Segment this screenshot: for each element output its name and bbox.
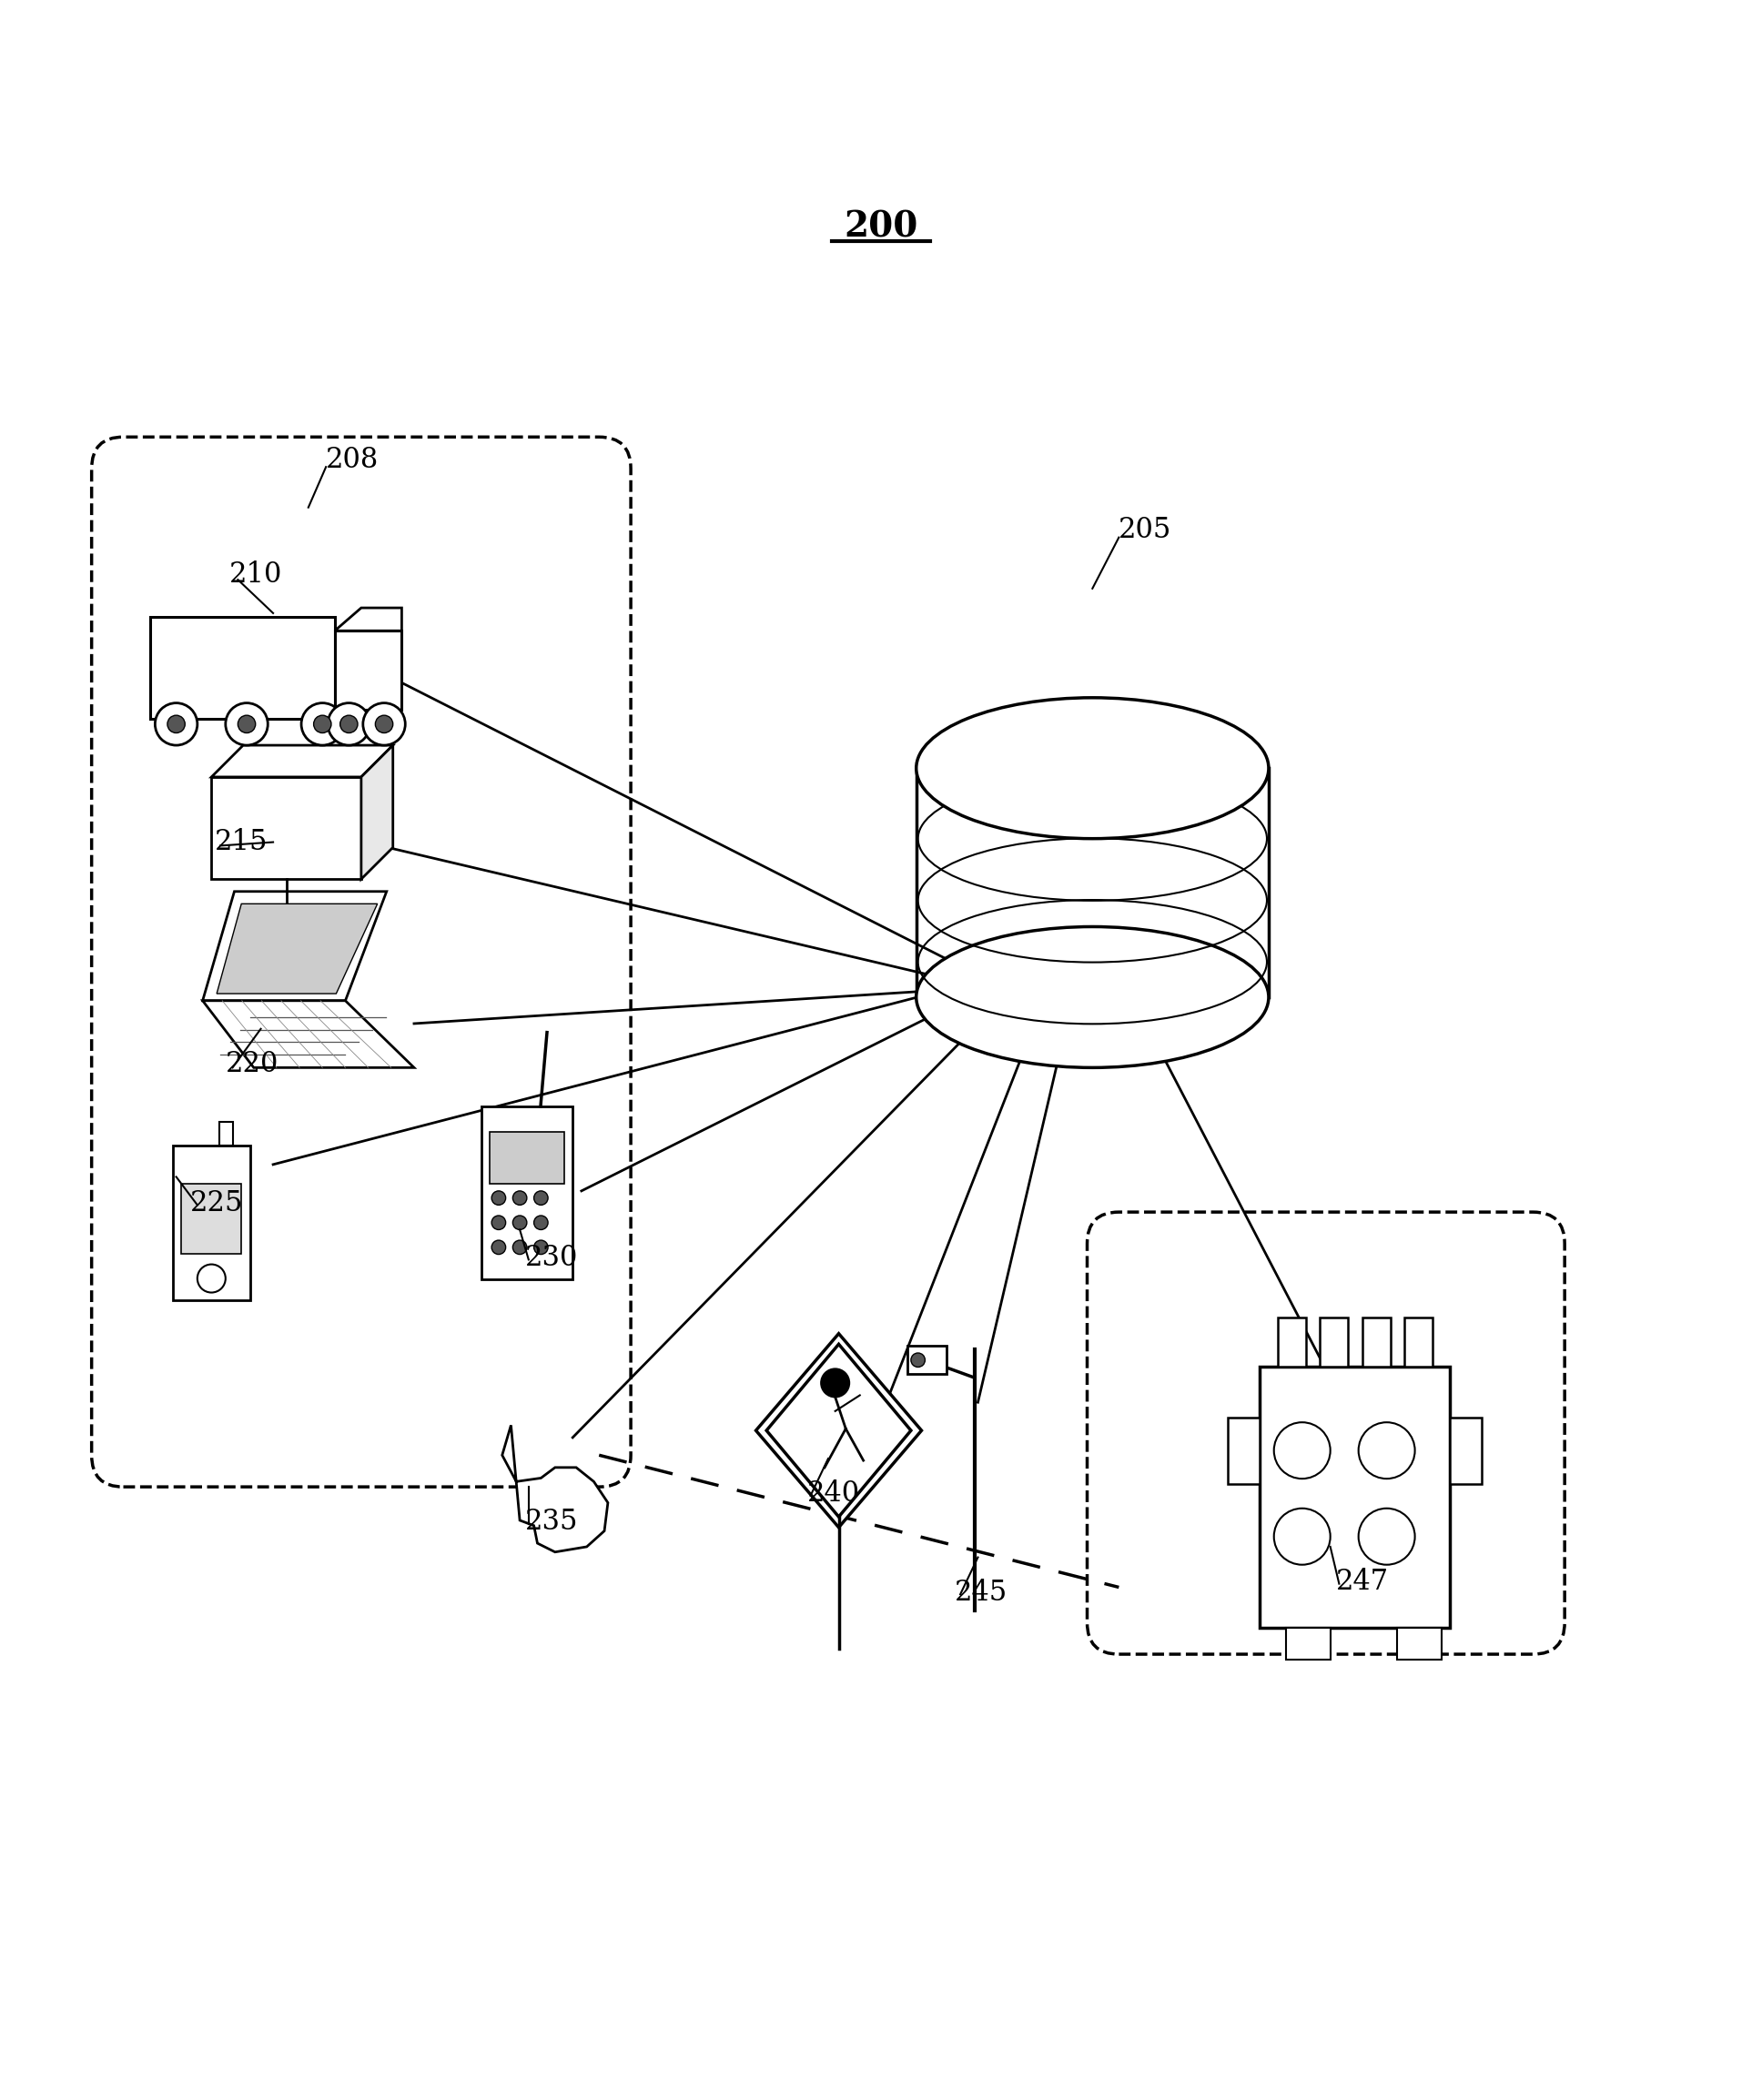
Bar (335, 630, 402, 710)
Bar (211, 777, 361, 880)
Circle shape (513, 1241, 527, 1254)
Text: 220: 220 (226, 1050, 278, 1077)
Polygon shape (502, 1426, 608, 1552)
Circle shape (513, 1216, 527, 1231)
Circle shape (534, 1241, 548, 1254)
Circle shape (301, 704, 344, 745)
Text: 235: 235 (525, 1508, 578, 1537)
Circle shape (492, 1216, 506, 1231)
Polygon shape (756, 1334, 922, 1527)
Polygon shape (361, 745, 393, 880)
Polygon shape (766, 1344, 911, 1516)
Circle shape (492, 1241, 506, 1254)
Circle shape (197, 1264, 226, 1292)
Circle shape (821, 1369, 849, 1397)
Circle shape (238, 716, 255, 733)
Circle shape (375, 716, 393, 733)
Text: 200: 200 (844, 210, 918, 246)
Polygon shape (203, 1002, 414, 1067)
Bar (1228, 1418, 1260, 1485)
Text: 215: 215 (215, 827, 268, 857)
Circle shape (226, 704, 268, 745)
Bar (907, 1346, 946, 1373)
Polygon shape (203, 892, 386, 1002)
Circle shape (167, 716, 185, 733)
Ellipse shape (916, 926, 1269, 1067)
Polygon shape (217, 903, 377, 993)
Text: 205: 205 (1119, 517, 1172, 544)
Bar (1286, 1628, 1330, 1659)
Text: 225: 225 (190, 1189, 243, 1218)
Bar (490, 1132, 564, 1184)
Text: 247: 247 (1336, 1569, 1388, 1596)
Bar (173, 1144, 250, 1300)
Text: 208: 208 (326, 445, 379, 475)
Text: 210: 210 (229, 561, 282, 588)
Bar (481, 1107, 573, 1279)
Circle shape (513, 1191, 527, 1205)
Bar (218, 1121, 233, 1144)
Circle shape (328, 704, 370, 745)
Bar (1404, 1319, 1433, 1367)
Circle shape (911, 1352, 925, 1367)
Circle shape (340, 716, 358, 733)
Bar (1450, 1418, 1482, 1485)
Circle shape (534, 1191, 548, 1205)
Circle shape (534, 1216, 548, 1231)
Bar (181, 1184, 241, 1254)
Polygon shape (335, 607, 402, 630)
Bar (1320, 1319, 1348, 1367)
Bar (1397, 1628, 1441, 1659)
Circle shape (363, 704, 405, 745)
Text: 230: 230 (525, 1243, 578, 1273)
Circle shape (155, 704, 197, 745)
Text: 245: 245 (955, 1579, 1008, 1606)
Polygon shape (211, 745, 393, 777)
Bar (1260, 1367, 1450, 1628)
Bar (1362, 1319, 1390, 1367)
Bar (1277, 1319, 1306, 1367)
Text: 240: 240 (807, 1480, 860, 1508)
Ellipse shape (916, 697, 1269, 838)
Bar (150, 617, 335, 718)
Circle shape (314, 716, 331, 733)
Circle shape (492, 1191, 506, 1205)
